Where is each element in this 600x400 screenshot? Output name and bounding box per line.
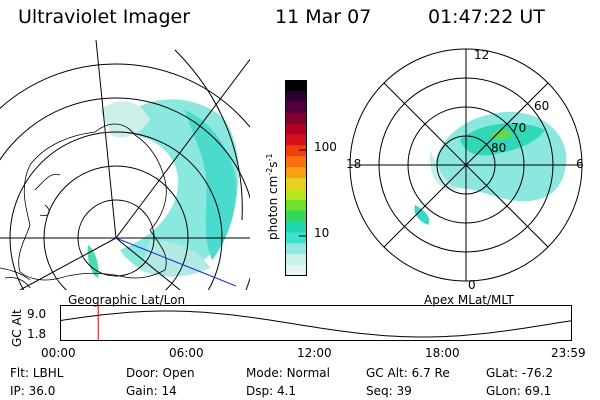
- status-glon: GLon: 69.1: [486, 384, 551, 398]
- colorbar-tick-10: 10: [314, 226, 330, 240]
- colorbar-segment: [285, 265, 307, 276]
- status-value: 4.1: [276, 384, 297, 398]
- colorbar-segment: [285, 210, 307, 223]
- status-value: 14: [161, 384, 177, 398]
- colorbar-segment: [285, 145, 307, 157]
- altitude-plot: [60, 305, 572, 341]
- instrument-title: Ultraviolet Imager: [18, 6, 191, 28]
- colorbar-segment: [285, 80, 307, 92]
- time-label: 01:47:22 UT: [428, 6, 545, 28]
- polar-aurora-emission: [414, 111, 567, 225]
- colorbar-unit-text: photon cm: [266, 175, 280, 240]
- time-tick-3: 18:00: [425, 346, 460, 360]
- status-key: GC Alt:: [366, 366, 408, 380]
- colorbar-segment: [285, 254, 307, 266]
- status-key: Dsp:: [246, 384, 274, 398]
- colorbar-segment: [285, 188, 307, 201]
- status-key: Door:: [126, 366, 159, 380]
- status-value: LBHL: [32, 366, 64, 380]
- status-value: 36.0: [28, 384, 56, 398]
- status-value: 39: [396, 384, 412, 398]
- colorbar-segment: [285, 90, 307, 103]
- status-key: IP:: [10, 384, 25, 398]
- colorbar-segment: [285, 112, 307, 125]
- colorbar: [285, 80, 307, 276]
- status-key: GLat:: [486, 366, 519, 380]
- time-tick-1: 06:00: [169, 346, 204, 360]
- colorbar-unit-mid: s: [266, 161, 280, 168]
- status-key: Mode:: [246, 366, 283, 380]
- status-key: Seq:: [366, 384, 393, 398]
- status-mode: Mode: Normal: [246, 366, 330, 380]
- status-gc-alt: GC Alt: 6.7 Re: [366, 366, 450, 380]
- status-value: 6.7 Re: [411, 366, 450, 380]
- geographic-map: [0, 40, 250, 290]
- status-glat: GLat: -76.2: [486, 366, 553, 380]
- altitude-axis-label: GC Alt: [10, 309, 24, 347]
- colorbar-segment: [285, 232, 307, 244]
- colorbar-tick-100: 100: [314, 140, 337, 154]
- status-gain: Gain: 14: [126, 384, 177, 398]
- polar-plot: [349, 48, 583, 282]
- polar-panel-label: Apex MLat/MLT: [424, 293, 514, 307]
- geo-panel-label: Geographic Lat/Lon: [68, 293, 186, 307]
- status-seq: Seq: 39: [366, 384, 412, 398]
- date-label: 11 Mar 07: [275, 6, 372, 28]
- status-door: Door: Open: [126, 366, 195, 380]
- colorbar-segment: [285, 199, 307, 212]
- status-key: GLon:: [486, 384, 521, 398]
- colorbar-segment: [285, 178, 307, 190]
- colorbar-unit-exp1: -2: [265, 167, 274, 176]
- mlt-label-18: 18: [346, 157, 362, 171]
- status-flt: Flt: LBHL: [10, 366, 63, 380]
- mlt-label-0: 0: [468, 278, 476, 292]
- altitude-tick-max: 9.0: [27, 307, 47, 321]
- mlat-label-60: 60: [534, 99, 550, 113]
- colorbar-segment: [285, 101, 307, 114]
- colorbar-segment: [285, 221, 307, 233]
- colorbar-segment: [285, 167, 307, 179]
- status-value: Open: [162, 366, 195, 380]
- status-value: 69.1: [524, 384, 552, 398]
- colorbar-segment: [285, 243, 307, 255]
- colorbar-segment: [285, 156, 307, 168]
- time-tick-2: 12:00: [297, 346, 332, 360]
- colorbar-unit-label: photon cm-2s-1: [265, 153, 280, 240]
- status-value: -76.2: [521, 366, 553, 380]
- status-key: Gain:: [126, 384, 158, 398]
- time-tick-0: 00:00: [41, 346, 76, 360]
- time-tick-4: 23:59: [551, 346, 586, 360]
- status-value: Normal: [286, 366, 330, 380]
- status-ip: IP: 36.0: [10, 384, 55, 398]
- status-dsp: Dsp: 4.1: [246, 384, 296, 398]
- colorbar-segment: [285, 123, 307, 135]
- geo-aurora-emission: [87, 99, 239, 278]
- status-key: Flt:: [10, 366, 29, 380]
- altitude-tick-min: 1.8: [27, 327, 47, 341]
- mlat-label-80: 80: [491, 141, 507, 155]
- mlat-label-70: 70: [511, 121, 527, 135]
- mlt-label-12: 12: [474, 48, 490, 62]
- colorbar-unit-exp2: -1: [265, 153, 274, 162]
- mlt-label-6: 6: [576, 157, 584, 171]
- colorbar-segment: [285, 134, 307, 146]
